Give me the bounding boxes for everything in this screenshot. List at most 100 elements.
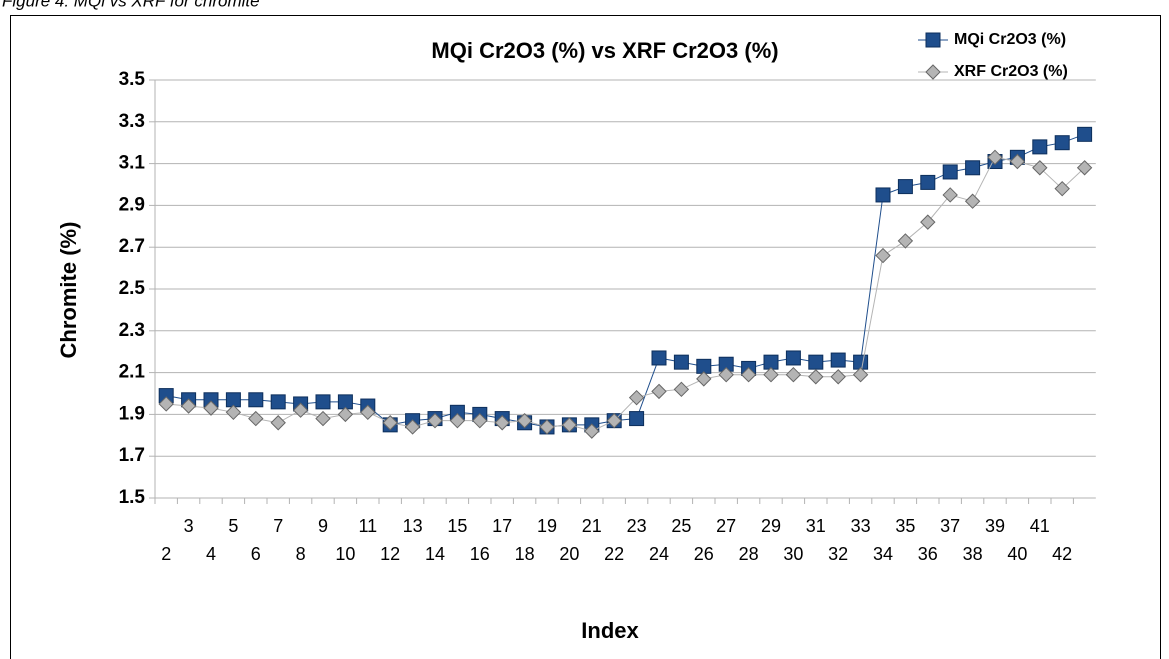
legend-marker — [925, 32, 941, 48]
marker — [248, 392, 264, 408]
marker — [472, 412, 488, 429]
x-tick-label: 35 — [895, 516, 915, 536]
y-tick-label: 1.5 — [119, 487, 146, 508]
marker — [449, 412, 466, 429]
marker — [628, 389, 645, 406]
y-tick-label: 1.9 — [119, 403, 145, 424]
x-tick-label: 37 — [940, 516, 960, 536]
x-tick-label: 31 — [806, 516, 826, 536]
x-tick-label: 34 — [873, 544, 893, 564]
marker — [1032, 160, 1048, 176]
x-tick-label: 38 — [963, 544, 983, 564]
x-tick-label: 40 — [1007, 544, 1027, 564]
y-tick-label: 1.7 — [119, 445, 145, 466]
x-tick-label: 15 — [447, 516, 467, 536]
x-axis-label: Index — [581, 618, 639, 643]
marker — [673, 354, 689, 370]
y-tick-label: 2.3 — [119, 320, 145, 341]
x-tick-label: 18 — [515, 544, 535, 564]
y-tick-label: 2.7 — [119, 236, 145, 257]
marker — [987, 149, 1003, 166]
x-tick-label: 7 — [273, 516, 283, 536]
x-tick-label: 4 — [206, 544, 216, 564]
y-tick-label: 2.9 — [119, 194, 145, 215]
marker — [292, 402, 309, 418]
legend-label: XRF Cr2O3 (%) — [954, 63, 1068, 80]
marker — [225, 404, 242, 421]
marker — [1032, 139, 1048, 155]
marker — [651, 350, 667, 366]
x-tick-label: 9 — [318, 516, 328, 536]
x-tick-label: 19 — [537, 516, 557, 536]
marker — [1077, 126, 1093, 142]
marker — [248, 410, 264, 427]
marker — [942, 164, 958, 180]
x-tick-label: 8 — [296, 544, 306, 564]
x-tick-label: 24 — [649, 544, 669, 564]
x-tick-label: 17 — [492, 516, 512, 536]
x-tick-label: 14 — [425, 544, 445, 564]
x-tick-label: 39 — [985, 516, 1005, 536]
marker — [718, 366, 734, 383]
chart-frame — [10, 15, 1161, 659]
x-tick-label: 27 — [716, 516, 736, 536]
marker — [875, 187, 891, 203]
marker — [270, 394, 286, 410]
marker — [584, 423, 600, 439]
marker — [830, 352, 846, 368]
x-tick-label: 42 — [1052, 544, 1072, 564]
marker — [875, 247, 891, 264]
chart-title: MQi Cr2O3 (%) vs XRF Cr2O3 (%) — [431, 38, 778, 63]
marker — [964, 193, 981, 209]
x-tick-label: 30 — [783, 544, 803, 564]
y-tick-label: 2.5 — [119, 278, 146, 299]
x-tick-label: 11 — [358, 516, 377, 536]
marker — [696, 371, 712, 387]
y-axis-label: Chromite (%) — [56, 222, 81, 359]
marker — [1054, 180, 1070, 197]
y-tick-label: 3.3 — [119, 111, 145, 132]
marker — [180, 398, 197, 414]
marker — [897, 233, 914, 249]
marker — [606, 412, 622, 429]
y-tick-label: 3.1 — [119, 153, 146, 174]
marker — [270, 415, 286, 431]
x-tick-label: 33 — [851, 516, 871, 536]
x-tick-label: 28 — [739, 544, 759, 564]
caption: Figure 4: MQi vs XRF for chromite — [2, 0, 260, 10]
x-tick-label: 25 — [671, 516, 691, 536]
marker — [852, 366, 869, 383]
marker — [427, 412, 443, 429]
marker — [808, 354, 824, 370]
x-tick-label: 26 — [694, 544, 714, 564]
x-tick-label: 3 — [184, 516, 194, 536]
marker — [404, 419, 421, 435]
marker — [740, 366, 757, 383]
marker — [1076, 160, 1093, 176]
marker — [965, 160, 981, 176]
x-tick-label: 22 — [604, 544, 624, 564]
y-tick-label: 3.5 — [119, 69, 146, 90]
x-tick-label: 6 — [251, 544, 261, 564]
marker — [629, 411, 645, 427]
marker — [382, 415, 398, 431]
x-tick-label: 29 — [761, 516, 781, 536]
y-tick-label: 2.1 — [119, 362, 146, 383]
marker — [494, 415, 510, 431]
marker — [785, 350, 801, 366]
marker — [673, 381, 690, 398]
x-tick-label: 5 — [228, 516, 238, 536]
marker — [1054, 135, 1070, 151]
x-tick-label: 20 — [559, 544, 579, 564]
x-tick-label: 41 — [1030, 516, 1050, 536]
x-tick-label: 13 — [403, 516, 423, 536]
marker — [360, 404, 376, 421]
x-tick-label: 12 — [380, 544, 400, 564]
marker — [830, 369, 846, 385]
marker — [897, 179, 913, 195]
marker — [942, 187, 958, 203]
marker — [920, 174, 936, 190]
marker — [337, 406, 354, 423]
marker — [808, 369, 824, 385]
